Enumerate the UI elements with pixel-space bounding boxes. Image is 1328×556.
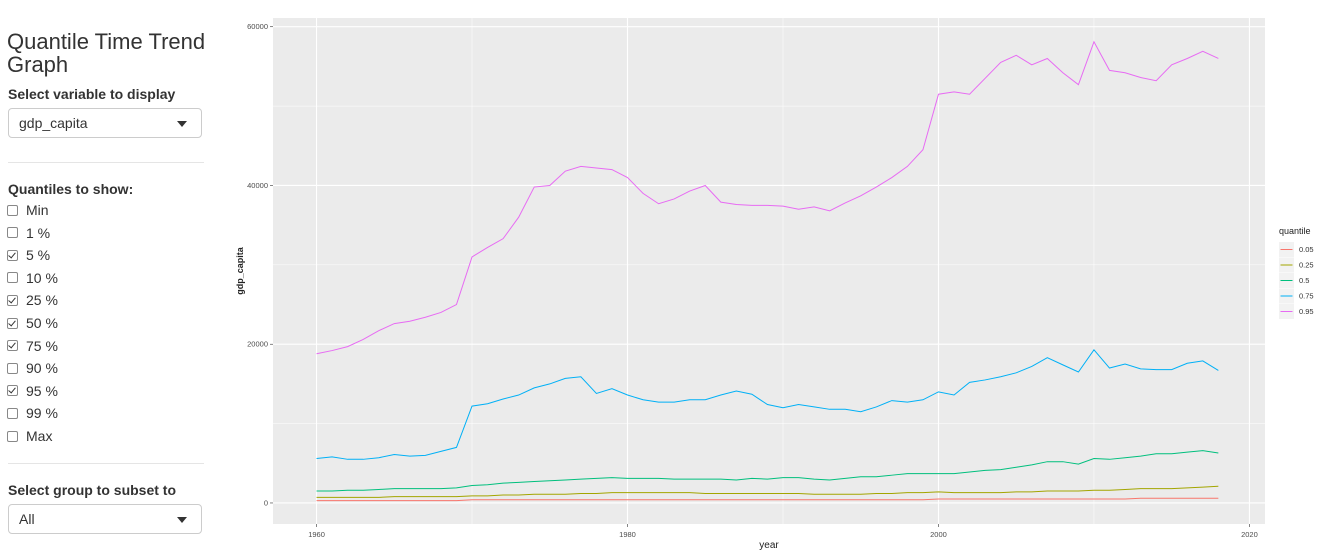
quantile-checkbox[interactable]: 25 %	[7, 291, 58, 309]
quantile-checkbox[interactable]: 50 %	[7, 314, 58, 332]
legend-label: 0.75	[1299, 292, 1314, 301]
divider	[8, 463, 204, 464]
plot-panel	[273, 18, 1265, 524]
checkbox-box	[7, 407, 18, 419]
checkbox-box	[7, 294, 18, 306]
legend-label: 0.95	[1299, 307, 1314, 316]
caret	[177, 121, 187, 127]
variable-label: Select variable to display	[8, 86, 176, 102]
y-tick-label: 60000	[247, 22, 268, 31]
legend-label: 0.25	[1299, 261, 1314, 270]
variable-select[interactable]: gdp_capita	[8, 108, 202, 138]
checkbox-label: 99 %	[26, 405, 58, 422]
group-label: Select group to subset to	[8, 482, 177, 498]
series-line	[316, 40, 1219, 355]
y-axis-title: gdp_capita	[235, 246, 245, 295]
checkbox-label: 75 %	[26, 337, 58, 354]
quantile-checkbox[interactable]: 1 %	[7, 224, 50, 242]
quantile-checkbox[interactable]: 5 %	[7, 246, 50, 264]
y-tick-label: 40000	[247, 181, 268, 190]
checkbox-box	[7, 340, 18, 352]
group-value: All	[19, 511, 35, 527]
series-line	[316, 497, 1219, 502]
legend-label: 0.5	[1299, 276, 1309, 285]
checkbox-box	[7, 204, 18, 216]
x-tick-label: 2020	[1241, 530, 1258, 539]
checkbox-label: 90 %	[26, 360, 58, 377]
variable-value: gdp_capita	[19, 115, 88, 131]
series-line	[316, 485, 1219, 498]
quantile-checkbox[interactable]: 10 %	[7, 269, 58, 287]
checkbox-box	[7, 249, 18, 261]
checkbox-label: 95 %	[26, 382, 58, 399]
group-select[interactable]: All	[8, 504, 202, 534]
checkbox-box	[7, 272, 18, 284]
app-title: Quantile Time Trend Graph	[7, 29, 206, 77]
checkbox-label: 1 %	[26, 224, 51, 241]
y-tick-label: 0	[264, 498, 268, 507]
checkbox-box	[7, 430, 18, 442]
checkbox-label: 10 %	[26, 269, 58, 286]
quantiles-label: Quantiles to show:	[8, 181, 134, 197]
checkbox-label: 50 %	[26, 315, 58, 331]
checkbox-label: 5 %	[26, 247, 51, 264]
series-line	[316, 348, 1219, 460]
sidebar: Quantile Time Trend Graph Select variabl…	[0, 0, 212, 556]
quantile-checkbox[interactable]: 95 %	[7, 382, 58, 400]
caret	[177, 517, 187, 523]
x-tick-label: 1960	[308, 530, 325, 539]
checkbox-box	[7, 227, 18, 239]
quantile-checkbox[interactable]: Max	[7, 427, 52, 445]
quantile-checkbox[interactable]: 75 %	[7, 337, 58, 355]
checkbox-box	[7, 317, 18, 329]
quantile-checkbox[interactable]: 99 %	[7, 404, 58, 422]
checkbox-label: 25 %	[26, 292, 58, 309]
x-tick-label: 2000	[930, 530, 947, 539]
divider	[8, 162, 204, 163]
x-tick-label: 1980	[619, 530, 636, 539]
x-axis-title: year	[759, 540, 779, 551]
quantile-checkbox[interactable]: 90 %	[7, 359, 58, 377]
series-line	[316, 450, 1219, 492]
legend-title: quantile	[1279, 226, 1311, 236]
checkbox-label: Max	[26, 428, 53, 444]
y-tick-label: 20000	[247, 340, 268, 349]
checkbox-box	[7, 362, 18, 374]
legend-label: 0.05	[1299, 245, 1314, 254]
checkbox-box	[7, 385, 18, 397]
checkbox-label: Min	[26, 202, 49, 218]
quantile-checkbox[interactable]: Min	[7, 201, 49, 219]
